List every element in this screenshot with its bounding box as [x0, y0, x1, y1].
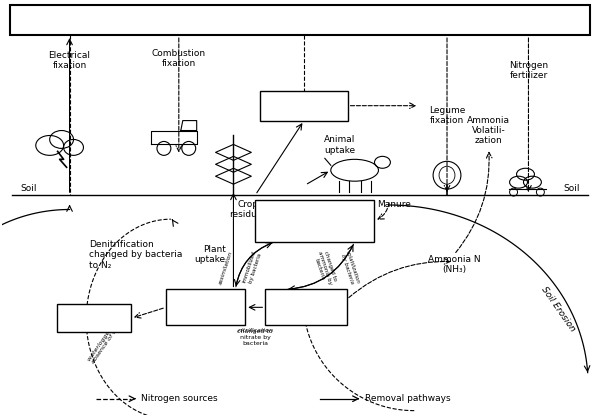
Text: Soil: Soil [20, 184, 37, 193]
Text: Nitrate N
(NO₃⁻): Nitrate N (NO₃⁻) [188, 297, 223, 317]
Text: Ammonia
Volatili-
zation: Ammonia Volatili- zation [467, 116, 510, 146]
Text: waterlogged soils
absence of O₂: waterlogged soils absence of O₂ [86, 313, 127, 365]
Text: immobilized
by bacteria: immobilized by bacteria [242, 250, 263, 285]
Text: Nitrogen sources: Nitrogen sources [141, 394, 218, 403]
Text: Removed
by harvesting: Removed by harvesting [278, 96, 331, 115]
Text: Combustion
fixation: Combustion fixation [152, 49, 206, 69]
Text: Ammonium N
(NH₄⁺): Ammonium N (NH₄⁺) [280, 297, 332, 317]
Bar [56, 305, 131, 332]
Bar [166, 290, 245, 325]
Bar [265, 290, 347, 325]
Text: Manure: Manure [377, 200, 412, 209]
Text: Removed
by leaching: Removed by leaching [71, 309, 116, 328]
Text: Soil Erosion: Soil Erosion [539, 285, 577, 334]
Text: assimilation: assimilation [218, 250, 233, 285]
Text: changed to
nitrate by
bacteria: changed to nitrate by bacteria [238, 329, 273, 346]
Text: Ammonia N
(NH₃): Ammonia N (NH₃) [428, 255, 480, 274]
Text: Electrical
fixation: Electrical fixation [49, 51, 91, 70]
Text: Crop
residues: Crop residues [229, 200, 268, 220]
Text: changed to
ammonia by
bacteria: changed to ammonia by bacteria [311, 248, 338, 287]
Bar [10, 5, 590, 35]
Text: Soil: Soil [563, 184, 580, 193]
Text: Animal
uptake: Animal uptake [324, 136, 355, 155]
Text: Denitrification
changed by bacteria
to N₂: Denitrification changed by bacteria to N… [89, 240, 183, 270]
Text: Nitrogen
fertilizer: Nitrogen fertilizer [509, 61, 548, 80]
Bar [260, 91, 347, 121]
Text: volatilization
by bacteria: volatilization by bacteria [339, 249, 360, 286]
Text: Atmospheric Nitrogen Gas (N₂): Atmospheric Nitrogen Gas (N₂) [168, 13, 432, 28]
Text: Organic nitrogen
in soil organic
matter: Organic nitrogen in soil organic matter [283, 206, 347, 236]
Text: Wastes
sewage: Wastes sewage [268, 200, 302, 220]
Text: nitrification: nitrification [238, 328, 274, 333]
Text: Plant
uptake: Plant uptake [194, 245, 226, 265]
Text: Legume
fixation: Legume fixation [429, 106, 465, 125]
Text: Removal pathways: Removal pathways [365, 394, 450, 403]
Bar [256, 200, 374, 242]
